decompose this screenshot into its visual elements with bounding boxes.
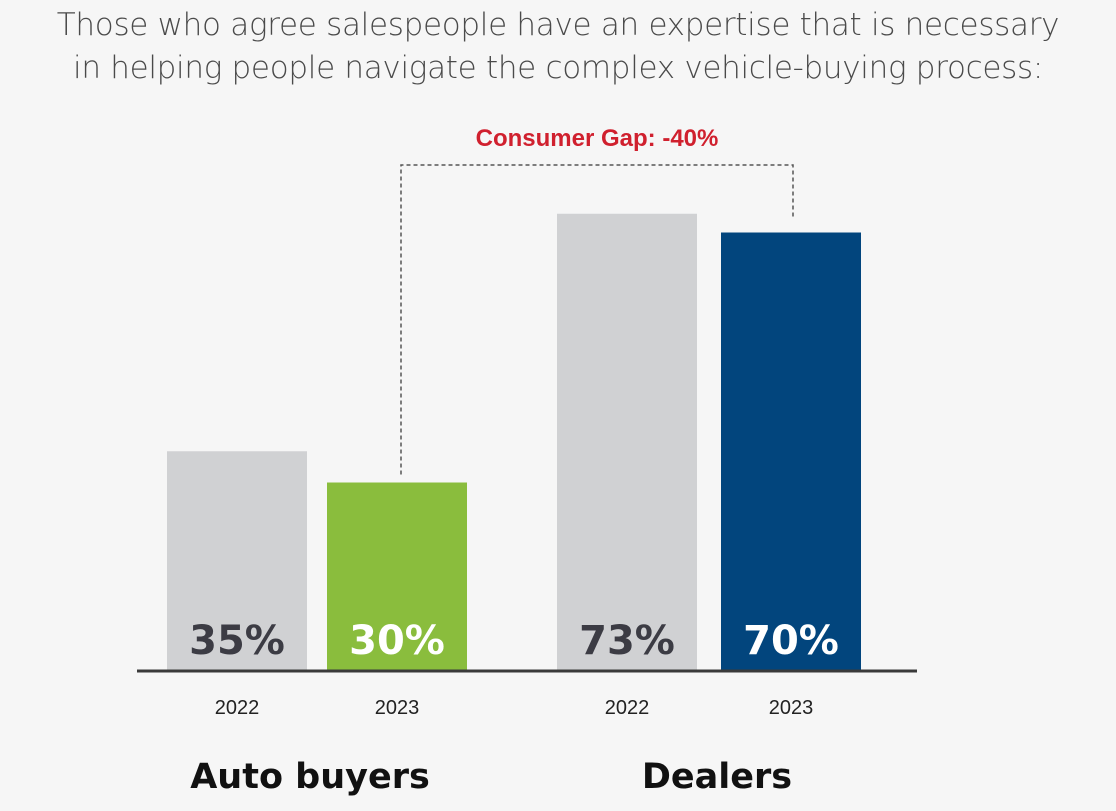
gap-bracket (400, 164, 794, 475)
year-label-dealers-2022: 2022 (605, 697, 650, 719)
bar-dealers-2022 (557, 213, 697, 670)
chart-title-line-1: Those who agree salespeople have an expe… (56, 7, 1060, 43)
year-label-dealers-2023: 2023 (769, 697, 814, 719)
bar-auto-buyers-2022 (167, 451, 307, 670)
value-label-auto-buyers-2022: 35% (189, 618, 285, 664)
gap-annotation-label: Consumer Gap: -40% (476, 125, 719, 152)
bar-auto-buyers-2023 (327, 482, 467, 670)
value-label-dealers-2023: 70% (743, 618, 839, 664)
value-label-dealers-2022: 73% (579, 618, 675, 664)
group-label-auto-buyers: Auto buyers (190, 757, 430, 797)
chart-title: Those who agree salespeople have an expe… (0, 4, 1116, 90)
group-label-dealers: Dealers (642, 757, 792, 797)
value-label-auto-buyers-2023: 30% (349, 618, 445, 664)
year-label-auto-buyers-2022: 2022 (215, 697, 260, 719)
bar-dealers-2023 (721, 232, 861, 670)
year-label-auto-buyers-2023: 2023 (375, 697, 420, 719)
chart-title-line-2: in helping people navigate the complex v… (73, 50, 1043, 86)
